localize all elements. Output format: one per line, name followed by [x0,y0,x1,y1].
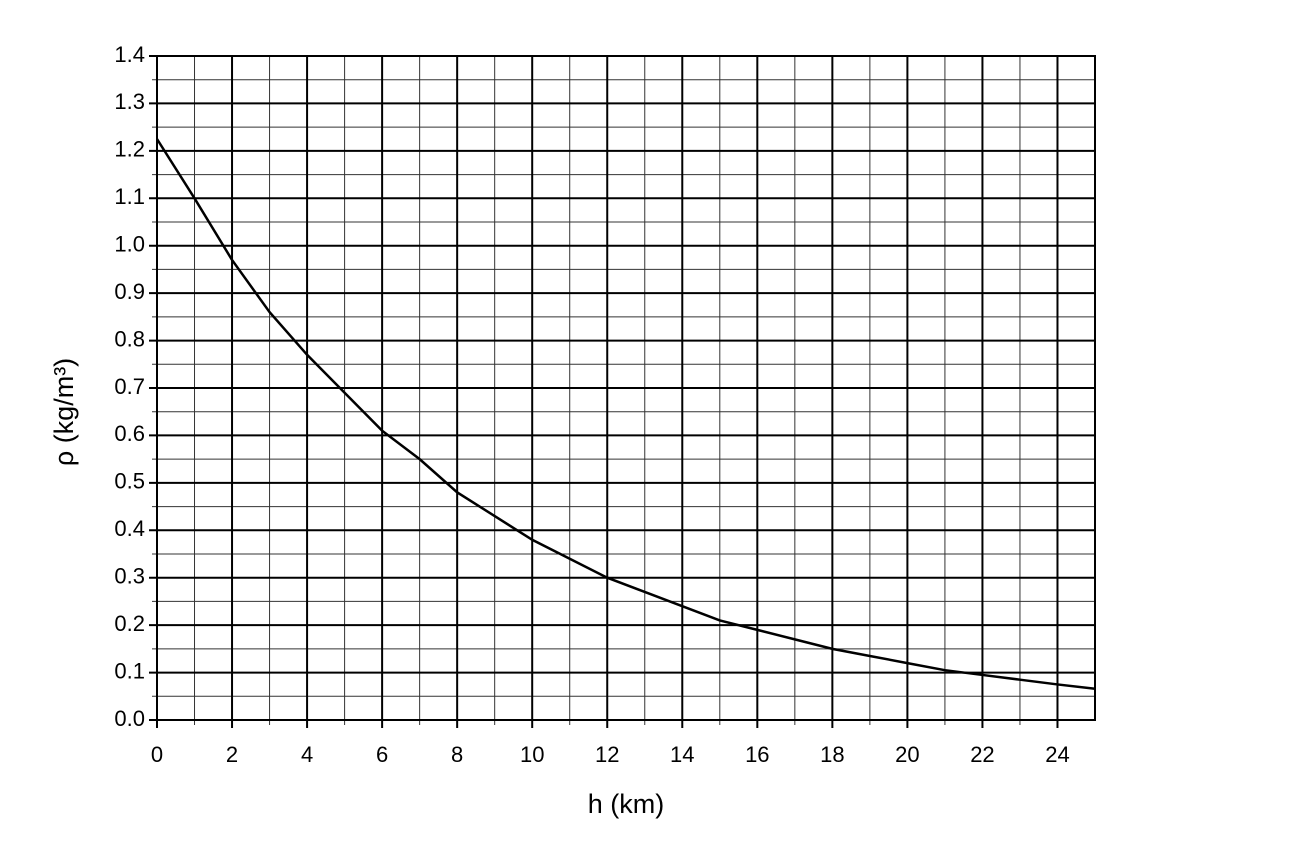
y-tick-label: 0.7 [114,374,145,399]
y-tick-label: 1.0 [114,232,145,257]
x-tick-label: 4 [301,742,313,767]
y-tick-label: 0.5 [114,469,145,494]
y-tick-label: 1.4 [114,42,145,67]
x-tick-label: 2 [226,742,238,767]
y-tick-label: 1.1 [114,184,145,209]
x-tick-label: 10 [520,742,544,767]
y-tick-label: 0.4 [114,516,145,541]
y-tick-label: 0.8 [114,326,145,351]
x-tick-label: 16 [745,742,769,767]
data-line [155,138,1096,690]
y-tick-label: 0.2 [114,611,145,636]
x-tick-label: 20 [895,742,919,767]
x-tick-label: 6 [376,742,388,767]
y-tick-label: 0.0 [114,706,145,731]
y-tick-label: 0.3 [114,564,145,589]
x-tick-label: 8 [451,742,463,767]
y-tick-label: 0.6 [114,421,145,446]
x-tick-label: 18 [820,742,844,767]
y-tick-label: 1.2 [114,137,145,162]
y-tick-label: 0.9 [114,279,145,304]
x-tick-label: 0 [151,742,163,767]
x-tick-label: 22 [970,742,994,767]
y-axis-label: ρ (kg/m³) [49,358,79,466]
x-tick-label: 12 [595,742,619,767]
x-tick-label: 24 [1045,742,1069,767]
x-tick-label: 14 [670,742,694,767]
plot-frame [156,55,1096,721]
y-tick-label: 1.3 [114,89,145,114]
x-axis-label: h (km) [588,789,665,819]
y-tick-label: 0.1 [114,658,145,683]
